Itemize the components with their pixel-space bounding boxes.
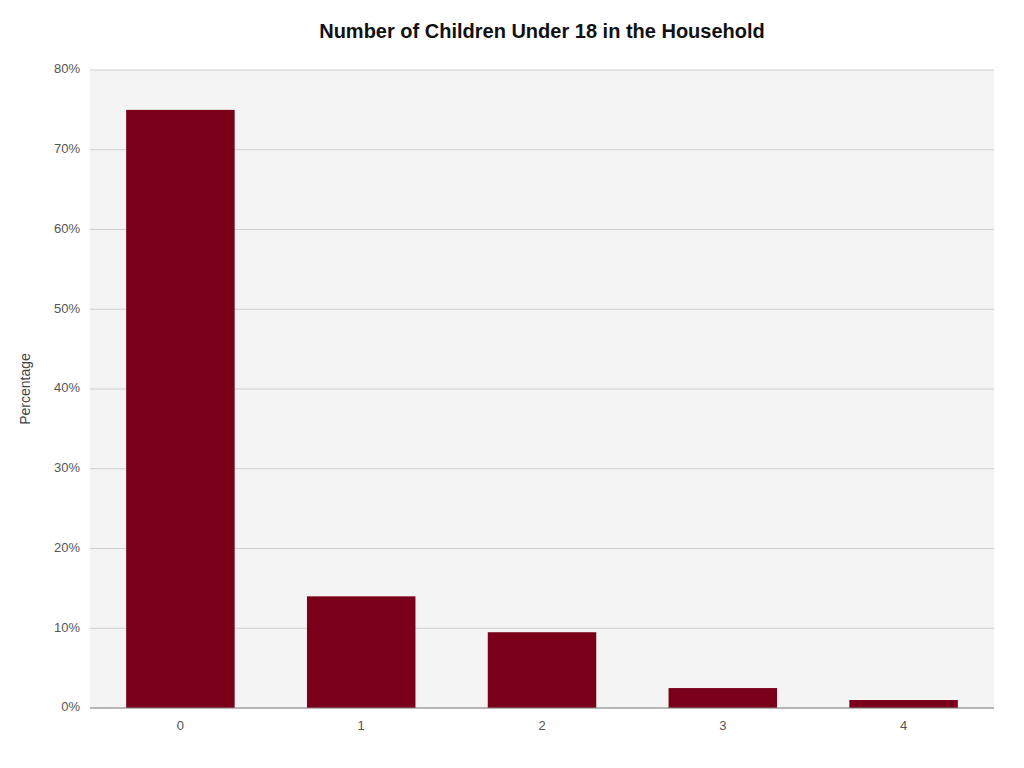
chart-container: 0% 10% 20% 30% 40% 50% 60% 70% 80% 0 1 2 3 4 Percentag…	[0, 0, 1024, 768]
y-tick-label: 40%	[54, 380, 80, 395]
y-tick-label: 70%	[54, 141, 80, 156]
bar	[307, 596, 415, 708]
bar	[669, 688, 777, 708]
grid-line	[90, 708, 994, 709]
y-tick-label: 30%	[54, 460, 80, 475]
y-tick-label: 50%	[54, 301, 80, 316]
y-tick-label: 80%	[54, 61, 80, 76]
y-tick-label: 0%	[61, 699, 80, 714]
grid	[90, 70, 994, 708]
grid-line	[90, 70, 994, 71]
y-tick-label: 20%	[54, 540, 80, 555]
chart-svg: 0% 10% 20% 30% 40% 50% 60% 70% 80% 0 1 2 3 4 Percentag…	[0, 0, 1024, 768]
y-axis-label: Percentage	[17, 353, 33, 425]
plot-background	[90, 70, 994, 708]
x-tick-label: 2	[538, 718, 545, 733]
bars	[126, 110, 958, 708]
x-tick-label: 0	[177, 718, 184, 733]
x-tick-label: 4	[900, 718, 907, 733]
chart-title: Number of Children Under 18 in the House…	[319, 20, 765, 42]
bar	[488, 632, 596, 708]
y-tick-label: 60%	[54, 221, 80, 236]
x-tick-label: 1	[358, 718, 365, 733]
x-axis-line	[90, 708, 994, 709]
x-tick-label: 3	[719, 718, 726, 733]
bar	[126, 110, 234, 708]
y-tick-label: 10%	[54, 620, 80, 635]
bar	[849, 700, 957, 708]
